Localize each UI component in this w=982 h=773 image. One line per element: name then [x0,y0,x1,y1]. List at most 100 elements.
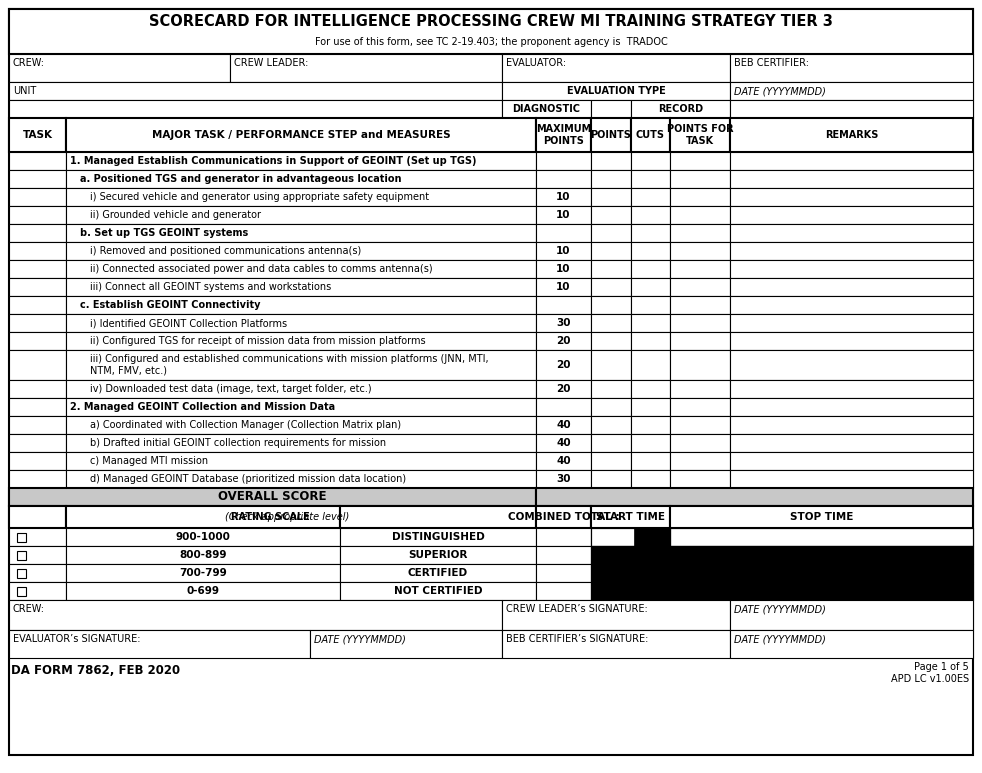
Bar [9,206,66,224]
Bar [536,278,591,296]
Bar [730,332,973,350]
Bar [631,206,670,224]
Bar [17,568,26,577]
Bar [536,380,591,398]
Bar [17,550,26,560]
Text: 2. Managed GEOINT Collection and Mission Data: 2. Managed GEOINT Collection and Mission… [70,402,335,412]
Bar [631,152,670,170]
Bar [9,600,502,630]
Text: 1. Managed Establish Communications in Support of GEOINT (Set up TGS): 1. Managed Establish Communications in S… [70,156,476,166]
Bar [591,100,631,118]
Bar [730,152,973,170]
Text: DISTINGUISHED: DISTINGUISHED [392,532,484,542]
Text: TASK: TASK [23,130,52,140]
Text: DATE (YYYYMMDD): DATE (YYYYMMDD) [734,86,826,96]
Text: POINTS FOR
TASK: POINTS FOR TASK [667,124,734,146]
Bar [670,564,973,582]
Bar [730,296,973,314]
Text: 10: 10 [556,192,571,202]
Bar [9,278,66,296]
Bar [730,242,973,260]
Text: 700-799: 700-799 [179,568,227,578]
Bar [591,434,631,452]
Bar [66,332,536,350]
Bar [66,582,340,600]
Bar [670,278,730,296]
Bar [9,470,66,488]
Text: (Check appropriate level): (Check appropriate level) [200,512,350,522]
Text: 40: 40 [556,438,571,448]
Bar [9,152,66,170]
Bar [66,434,536,452]
Bar [9,380,66,398]
Bar [9,416,66,434]
Bar [66,296,536,314]
Bar [536,470,591,488]
Bar [536,506,591,528]
Bar [340,528,536,546]
Bar [502,82,730,100]
Bar [591,546,670,564]
Bar [591,260,631,278]
Bar [66,170,536,188]
Bar [670,314,730,332]
Bar [591,206,631,224]
Text: 20: 20 [556,360,571,370]
Text: ii) Configured TGS for receipt of mission data from mission platforms: ii) Configured TGS for receipt of missio… [90,336,425,346]
Text: MAJOR TASK / PERFORMANCE STEP and MEASURES: MAJOR TASK / PERFORMANCE STEP and MEASUR… [151,130,451,140]
Bar [631,398,670,416]
Bar [670,506,973,528]
Bar [591,506,670,528]
Bar [670,118,730,152]
Text: CREW:: CREW: [13,58,45,68]
Text: 40: 40 [556,456,571,466]
Text: CERTIFIED: CERTIFIED [408,568,468,578]
Text: RATING SCALE: RATING SCALE [232,512,313,522]
Text: ii) Connected associated power and data cables to comms antenna(s): ii) Connected associated power and data … [90,264,433,274]
Bar [66,416,536,434]
Bar [670,398,730,416]
Text: DATE (YYYYMMDD): DATE (YYYYMMDD) [734,634,826,644]
Bar [502,630,730,658]
Text: 20: 20 [556,336,571,346]
Bar [730,54,973,82]
Text: POINTS: POINTS [590,130,631,140]
Bar [730,350,973,380]
Text: a. Positioned TGS and generator in advantageous location: a. Positioned TGS and generator in advan… [80,174,402,184]
Bar [631,278,670,296]
Text: REMARKS: REMARKS [825,130,878,140]
Bar [66,224,536,242]
Bar [536,416,591,434]
Bar [631,314,670,332]
Text: i) Identified GEOINT Collection Platforms: i) Identified GEOINT Collection Platform… [90,318,287,328]
Bar [9,9,973,54]
Text: 20: 20 [556,384,571,394]
Bar [536,582,591,600]
Bar [591,564,670,582]
Bar [670,452,730,470]
Text: SCORECARD FOR INTELLIGENCE PROCESSING CREW MI TRAINING STRATEGY TIER 3: SCORECARD FOR INTELLIGENCE PROCESSING CR… [149,15,833,29]
Bar [536,206,591,224]
Bar [536,488,973,506]
Bar [591,452,631,470]
Bar [670,546,973,564]
Text: STOP TIME: STOP TIME [790,512,853,522]
Text: ii) Grounded vehicle and generator: ii) Grounded vehicle and generator [90,210,261,220]
Bar [670,332,730,350]
Bar [9,506,66,528]
Bar [730,82,973,100]
Text: EVALUATION TYPE: EVALUATION TYPE [567,86,666,96]
Bar [536,188,591,206]
Bar [9,314,66,332]
Bar [9,332,66,350]
Bar [730,600,973,630]
Text: 40: 40 [556,420,571,430]
Bar [17,533,26,542]
Bar [670,528,973,546]
Bar [66,188,536,206]
Bar [631,350,670,380]
Bar [730,434,973,452]
Text: MAXIMUM
POINTS: MAXIMUM POINTS [536,124,591,146]
Text: BEB CERTIFIER’s SIGNATURE:: BEB CERTIFIER’s SIGNATURE: [506,634,648,644]
Bar [631,296,670,314]
